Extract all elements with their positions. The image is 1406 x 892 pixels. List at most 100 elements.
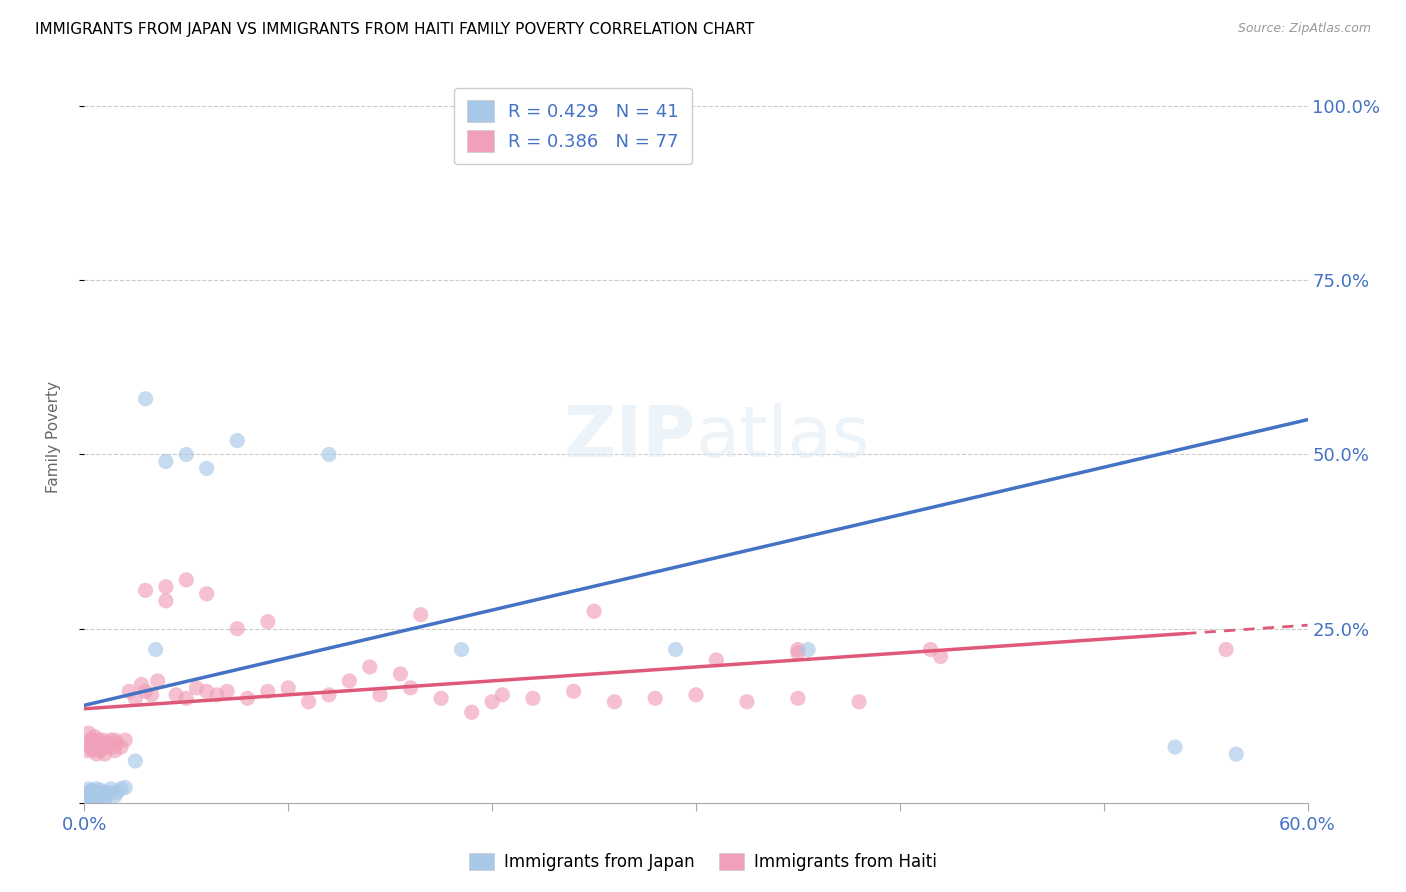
Point	[83, 792, 105, 806]
Point	[481, 695, 503, 709]
Point	[491, 688, 513, 702]
Point	[91, 788, 114, 802]
Point	[217, 684, 239, 698]
Point	[79, 785, 101, 799]
Point	[91, 740, 114, 755]
Point	[100, 733, 122, 747]
Point	[77, 737, 100, 751]
Point	[848, 695, 870, 709]
Point	[82, 733, 104, 747]
Legend: Immigrants from Japan, Immigrants from Haiti: Immigrants from Japan, Immigrants from H…	[460, 845, 946, 880]
Point	[83, 740, 105, 755]
Point	[277, 681, 299, 695]
Point	[86, 737, 108, 751]
Point	[86, 781, 108, 796]
Point	[644, 691, 666, 706]
Point	[93, 747, 115, 761]
Point	[104, 733, 127, 747]
Point	[155, 580, 177, 594]
Point	[86, 789, 108, 803]
Point	[155, 454, 177, 468]
Point	[97, 737, 120, 751]
Point	[87, 740, 110, 755]
Text: Source: ZipAtlas.com: Source: ZipAtlas.com	[1237, 22, 1371, 36]
Point	[399, 681, 422, 695]
Point	[135, 392, 157, 406]
Point	[318, 448, 340, 462]
Point	[787, 691, 810, 706]
Point	[118, 684, 141, 698]
Point	[665, 642, 688, 657]
Point	[562, 684, 585, 698]
Point	[135, 684, 157, 698]
Point	[79, 792, 101, 806]
Point	[90, 743, 112, 757]
Point	[165, 688, 187, 702]
Point	[146, 673, 169, 688]
Point	[430, 691, 453, 706]
Point	[131, 677, 153, 691]
Point	[96, 740, 118, 755]
Point	[226, 434, 249, 448]
Point	[87, 785, 110, 799]
Point	[93, 785, 115, 799]
Point	[368, 688, 391, 702]
Point	[75, 743, 97, 757]
Point	[298, 695, 321, 709]
Point	[174, 448, 197, 462]
Point	[174, 573, 197, 587]
Point	[90, 783, 112, 797]
Point	[87, 790, 110, 805]
Point	[389, 667, 412, 681]
Text: ZIP: ZIP	[564, 402, 696, 472]
Point	[79, 740, 101, 755]
Point	[105, 785, 128, 799]
Point	[318, 688, 340, 702]
Point	[186, 681, 208, 695]
Point	[83, 785, 105, 799]
Point	[105, 737, 128, 751]
Point	[195, 461, 218, 475]
Point	[77, 726, 100, 740]
Point	[339, 673, 361, 688]
Point	[195, 587, 218, 601]
Point	[735, 695, 758, 709]
Point	[787, 642, 810, 657]
Legend: R = 0.429   N = 41, R = 0.386   N = 77: R = 0.429 N = 41, R = 0.386 N = 77	[454, 87, 692, 164]
Point	[104, 743, 127, 757]
Point	[205, 688, 228, 702]
Point	[90, 789, 112, 803]
Point	[75, 789, 97, 803]
Point	[104, 789, 127, 803]
Point	[141, 688, 163, 702]
Point	[1225, 747, 1247, 761]
Point	[96, 789, 118, 803]
Point	[82, 743, 104, 757]
Point	[90, 737, 112, 751]
Point	[114, 780, 136, 795]
Point	[82, 790, 104, 805]
Point	[359, 660, 381, 674]
Point	[706, 653, 728, 667]
Point	[226, 622, 249, 636]
Point	[1164, 740, 1187, 755]
Point	[77, 785, 100, 799]
Point	[685, 688, 707, 702]
Point	[450, 642, 472, 657]
Point	[93, 792, 115, 806]
Point	[100, 781, 122, 796]
Point	[603, 695, 626, 709]
Point	[82, 788, 104, 802]
Point	[920, 642, 942, 657]
Point	[409, 607, 432, 622]
Point	[93, 737, 115, 751]
Point	[236, 691, 259, 706]
Point	[82, 783, 104, 797]
Point	[86, 747, 108, 761]
Point	[461, 705, 484, 719]
Point	[77, 781, 100, 796]
Point	[79, 733, 101, 747]
Point	[787, 646, 810, 660]
Point	[79, 789, 101, 803]
Point	[124, 754, 146, 768]
